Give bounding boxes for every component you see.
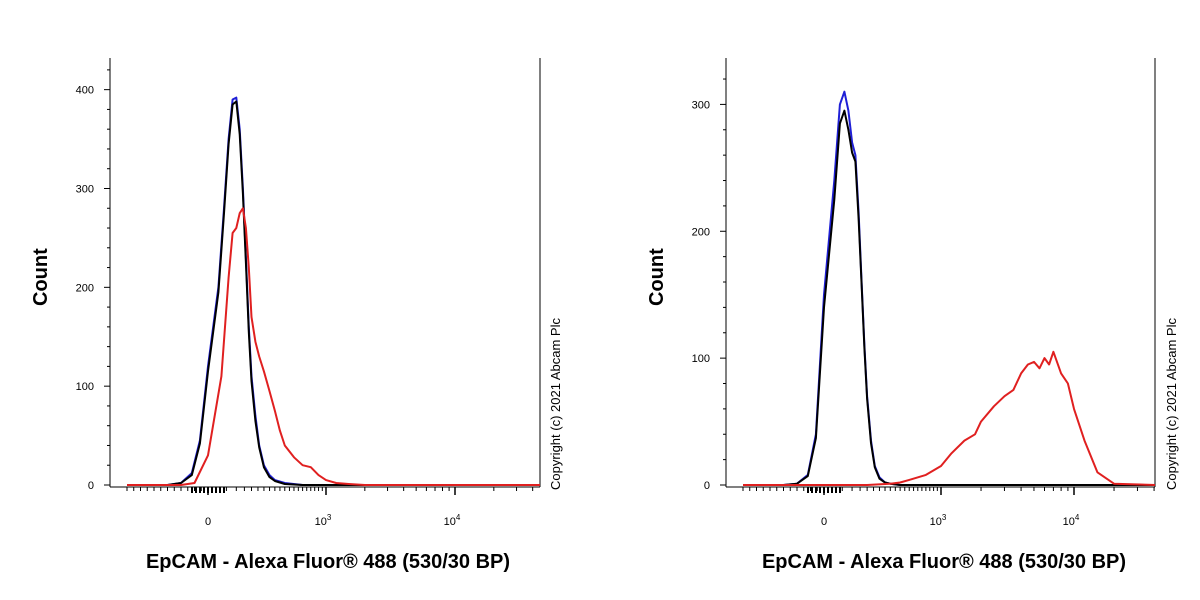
right-histogram-chart: 0 100 200 300 0 103 104 xyxy=(692,58,1156,528)
histogram-series-blue xyxy=(743,90,1155,486)
histogram-series-black xyxy=(743,109,1155,486)
left-copyright-text: Copyright (c) 2021 Abcam Plc xyxy=(548,318,563,490)
y-tick-label: 100 xyxy=(692,353,710,365)
y-tick-label: 0 xyxy=(704,480,710,492)
right-histogram-panel: 0 100 200 300 0 103 104 Count EpCAM - Alexa Fl… xyxy=(600,0,1200,600)
x-tick-label: 104 xyxy=(444,513,461,528)
histogram-series-red xyxy=(127,207,540,486)
x-tick-label: 103 xyxy=(930,513,947,528)
y-tick-label: 300 xyxy=(692,99,710,111)
right-copyright-text: Copyright (c) 2021 Abcam Plc xyxy=(1164,318,1179,490)
x-tick-label: 104 xyxy=(1063,513,1080,528)
x-tick-label: 103 xyxy=(315,513,332,528)
y-tick-label: 0 xyxy=(88,480,94,492)
y-tick-label: 400 xyxy=(76,85,94,97)
y-tick-label: 300 xyxy=(76,183,94,195)
histogram-series-black xyxy=(127,100,540,486)
right-y-axis-label: Count xyxy=(646,248,668,306)
right-x-axis-label: EpCAM - Alexa Fluor® 488 (530/30 BP) xyxy=(761,551,1127,573)
y-tick-label: 200 xyxy=(692,226,710,238)
y-tick-label: 100 xyxy=(76,381,94,393)
x-tick-label: 0 xyxy=(821,516,827,528)
y-tick-label: 200 xyxy=(76,282,94,294)
x-tick-label: 0 xyxy=(205,516,211,528)
left-histogram-panel: 0 100 200 300 400 0 103 104 Count EpCAM - Alexa… xyxy=(30,58,563,573)
left-x-axis-label: EpCAM - Alexa Fluor® 488 (530/30 BP) xyxy=(145,551,511,573)
left-histogram-chart: 0 100 200 300 400 0 103 104 xyxy=(76,58,541,528)
histogram-series-red xyxy=(743,350,1156,486)
left-y-axis-label: Count xyxy=(30,248,52,306)
histogram-series-blue xyxy=(127,96,540,486)
